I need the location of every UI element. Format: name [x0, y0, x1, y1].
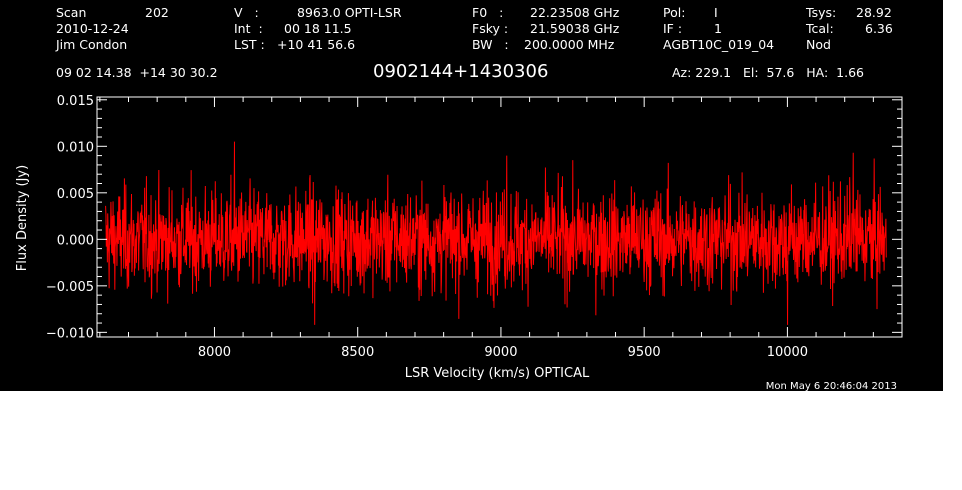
y-tick-label: 0.000 — [57, 233, 94, 248]
nod-label: Nod — [806, 37, 831, 52]
source-coordinates: 09 02 14.38 +14 30 30.2 — [56, 65, 218, 80]
spectrum-chart: 8000 8500 9000 9500 10000 −0.010 −0.005 0.000 0.… — [15, 94, 903, 391]
scan-number: 202 — [145, 5, 169, 20]
lst-key: LST : — [234, 37, 265, 52]
tsys-value: 28.92 — [856, 5, 892, 20]
bw-value: 200.0000 MHz — [524, 37, 615, 52]
bw-key: BW : — [472, 37, 509, 52]
plot-frame — [96, 96, 903, 338]
pol-value: I — [714, 5, 718, 20]
x-tick-label: 8000 — [198, 345, 231, 360]
f0-value: 22.23508 GHz — [530, 5, 620, 20]
x-tick-label: 9000 — [484, 345, 517, 360]
tcal-value: 6.36 — [865, 21, 893, 36]
lst-value: +10 41 56.6 — [277, 37, 356, 52]
x-axis-label: LSR Velocity (km/s) OPTICAL — [405, 366, 590, 381]
az-el-ha: Az: 229.1 El: 57.6 HA: 1.66 — [672, 65, 865, 80]
y-tick-label: 0.010 — [57, 140, 94, 155]
x-tick-label: 10000 — [767, 345, 808, 360]
tcal-key: Tcal: — [806, 21, 834, 36]
tsys-key: Tsys: — [806, 5, 837, 20]
observer-label: Jim Condon — [56, 37, 128, 52]
fsky-key: Fsky : — [472, 21, 509, 36]
timestamp: Mon May 6 20:46:04 2013 — [766, 381, 897, 391]
x-tick-label: 9500 — [628, 345, 661, 360]
axes-layer: 8000 8500 9000 9500 10000 −0.010 −0.005 0.000 0.… — [46, 94, 903, 360]
integration-value: 00 18 11.5 — [284, 21, 352, 36]
f0-key: F0 : — [472, 5, 504, 20]
if-value: 1 — [714, 21, 722, 36]
y-tick-label: −0.005 — [46, 280, 94, 295]
y-tick-label: 0.005 — [57, 187, 94, 202]
pol-key: Pol: — [663, 5, 686, 20]
y-tick-label: −0.010 — [46, 326, 94, 341]
source-name-title: 0902144+1430306 — [373, 61, 549, 82]
y-axis-label: Flux Density (Jy) — [15, 165, 30, 271]
scan-label: Scan — [56, 5, 87, 20]
y-tick-label: 0.015 — [57, 94, 94, 109]
velocity-key: V : — [234, 5, 259, 20]
project-id: AGBT10C_019_04 — [663, 37, 775, 52]
date-label: 2010-12-24 — [56, 21, 129, 36]
integration-key: Int : — [234, 21, 263, 36]
velocity-value: 8963.0 OPTI-LSR — [297, 5, 402, 20]
spectrum-trace — [105, 141, 887, 325]
fsky-value: 21.59038 GHz — [530, 21, 620, 36]
spectrum-trace-layer — [105, 141, 887, 325]
plot-window: Scan 202 2010-12-24 Jim Condon V : 8963.… — [0, 0, 943, 391]
if-key: IF : — [663, 21, 683, 36]
x-tick-label: 8500 — [341, 345, 374, 360]
